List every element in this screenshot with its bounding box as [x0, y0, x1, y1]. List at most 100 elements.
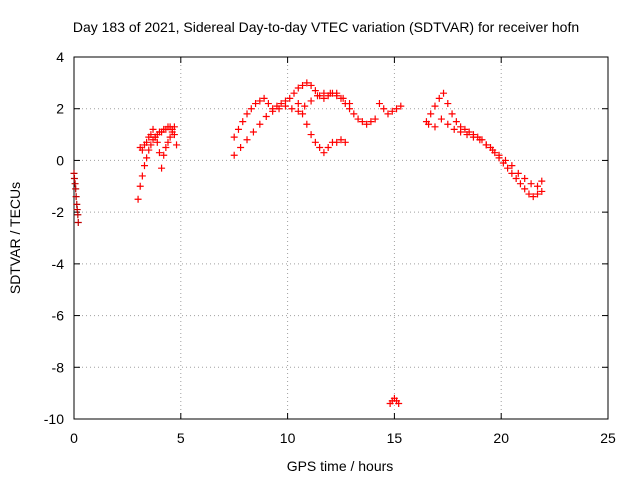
data-point: [71, 180, 79, 188]
data-point: [512, 175, 520, 183]
x-axis-label: GPS time / hours: [287, 458, 394, 474]
y-tick-label: -2: [52, 204, 65, 220]
data-point: [316, 144, 324, 151]
data-point: [262, 112, 270, 120]
data-point: [299, 81, 307, 89]
data-point: [371, 115, 379, 123]
data-point: [281, 102, 289, 110]
data-point: [534, 182, 542, 190]
data-point: [450, 125, 458, 133]
data-point: [489, 146, 497, 154]
data-point: [444, 100, 452, 108]
data-point: [299, 110, 307, 118]
data-point: [437, 115, 445, 123]
data-point: [145, 146, 153, 154]
x-tick-label: 15: [387, 430, 403, 446]
data-point: [495, 151, 503, 159]
data-point: [346, 100, 354, 108]
data-point: [234, 125, 242, 133]
data-point: [333, 138, 341, 146]
data-point: [230, 151, 238, 159]
data-point: [469, 133, 477, 141]
data-point: [147, 131, 155, 139]
data-point: [247, 105, 255, 113]
data-point: [425, 120, 433, 128]
data-point: [380, 105, 388, 113]
data-point: [147, 141, 155, 149]
data-point: [160, 151, 168, 159]
data-point: [514, 169, 522, 177]
data-point: [521, 185, 529, 193]
data-point: [303, 79, 311, 87]
data-point: [264, 100, 272, 108]
data-point: [290, 89, 298, 97]
data-point: [230, 133, 238, 141]
series-start: [70, 169, 82, 226]
data-point: [448, 110, 456, 118]
y-axis-label: SDTVAR / TECUs: [7, 182, 23, 294]
data-point: [307, 97, 315, 105]
data-point: [393, 105, 401, 113]
data-point: [162, 144, 170, 151]
data-point: [397, 102, 405, 110]
data-point: [326, 89, 334, 97]
y-tick-label: -4: [52, 256, 65, 272]
data-point: [482, 141, 490, 149]
data-point: [72, 185, 80, 193]
data-point: [341, 138, 349, 146]
data-point: [303, 120, 311, 128]
data-point: [138, 146, 146, 154]
data-point: [143, 138, 151, 146]
data-point: [311, 138, 319, 146]
data-point: [134, 195, 142, 203]
data-point: [286, 94, 294, 102]
y-tick-label: -10: [44, 411, 64, 427]
data-point: [463, 131, 471, 139]
data-point: [476, 136, 484, 144]
data-point: [294, 107, 302, 115]
data-point: [337, 136, 345, 144]
data-point: [164, 138, 172, 146]
chart-title: Day 183 of 2021, Sidereal Day-to-day VTE…: [73, 19, 579, 35]
data-marks: [70, 79, 546, 407]
series-arc-3to5: [134, 123, 181, 203]
data-point: [384, 110, 392, 118]
data-point: [388, 107, 396, 115]
data-point: [249, 128, 257, 136]
y-tick-label: 4: [56, 49, 64, 65]
data-point: [307, 131, 315, 139]
data-point: [395, 399, 403, 407]
data-point: [375, 100, 383, 108]
data-point: [74, 218, 82, 226]
x-tick-label: 25: [600, 430, 616, 446]
data-point: [516, 180, 524, 188]
series-arc-16to22: [422, 89, 546, 201]
data-point: [508, 169, 516, 177]
data-point: [314, 92, 322, 100]
data-point: [431, 123, 439, 131]
data-point: [275, 105, 283, 113]
series-arc-7to13: [230, 79, 405, 159]
data-point: [166, 133, 174, 141]
data-point: [521, 175, 529, 183]
data-point: [427, 110, 435, 118]
data-point: [354, 115, 362, 123]
data-point: [444, 120, 452, 128]
data-point: [333, 92, 341, 100]
x-tick-label: 0: [70, 430, 78, 446]
data-point: [277, 100, 285, 108]
data-point: [153, 138, 161, 146]
y-tick-label: -6: [52, 308, 65, 324]
data-point: [294, 84, 302, 92]
data-point: [256, 120, 264, 128]
data-point: [140, 162, 148, 170]
plot-frame: [73, 56, 609, 420]
data-point: [151, 133, 159, 141]
data-point: [527, 180, 535, 188]
data-point: [534, 190, 542, 198]
data-point: [237, 144, 245, 151]
y-tick-label: 0: [56, 152, 64, 168]
data-point: [363, 120, 371, 128]
data-point: [508, 162, 516, 170]
